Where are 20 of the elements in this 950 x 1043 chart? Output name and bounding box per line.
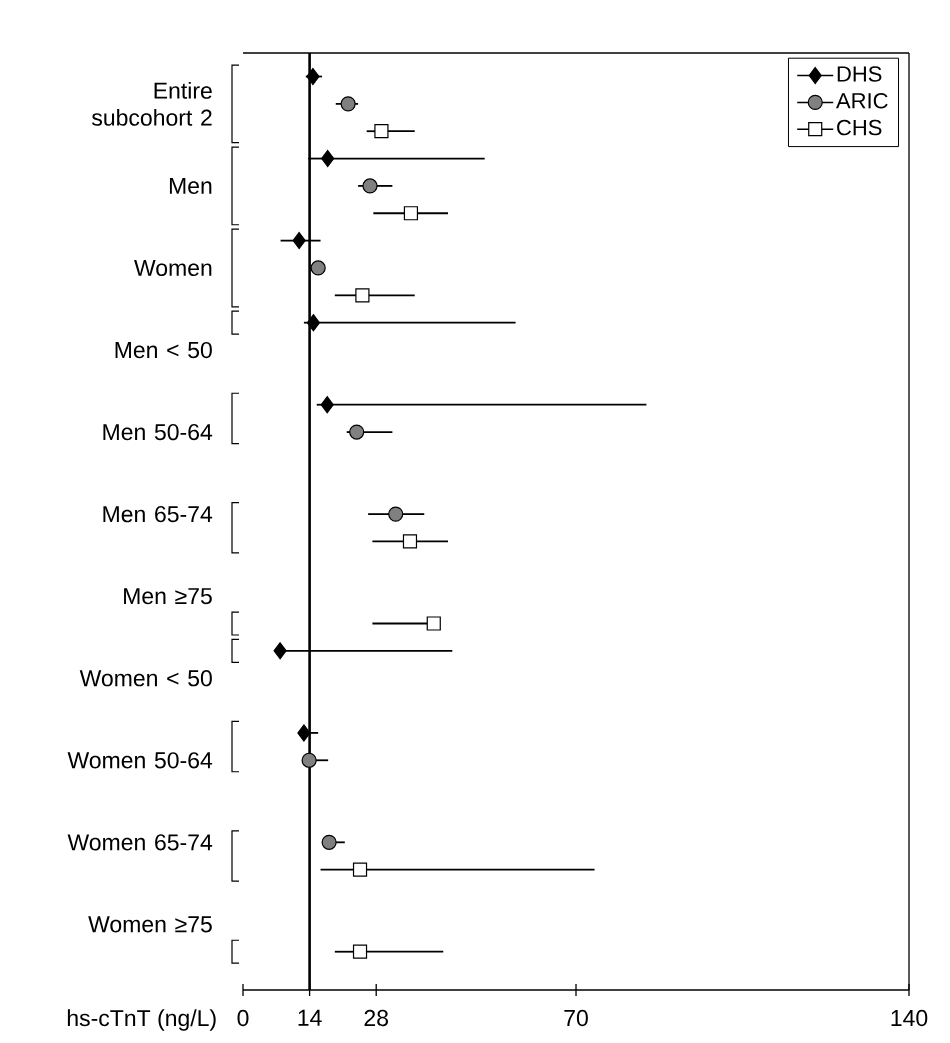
y-tick-label: Men (169, 177, 212, 194)
y-tick-label: Women 50-64 (67, 752, 213, 769)
x-tick-label: 14 (298, 1009, 322, 1026)
x-tick-label: 70 (564, 1009, 588, 1027)
legend-label: CHS (837, 119, 882, 136)
y-tick-label: Women 65-74 (67, 834, 213, 851)
y-tick-label: Women (134, 259, 212, 276)
x-tick-label: 28 (364, 1009, 388, 1027)
x-tick-label: 0 (237, 1009, 249, 1027)
y-tick-label: Men 65-74 (103, 505, 213, 523)
y-tick-label: Women ≥75 (88, 916, 212, 933)
x-tick-label: 140 (891, 1009, 928, 1027)
legend-label: ARIC (836, 92, 888, 109)
y-tick-label: Women < 50 (79, 670, 212, 687)
legend-label: DHS (837, 66, 882, 82)
y-tick-label: Men < 50 (115, 341, 212, 359)
x-axis-title: hs-cTnT (ng/L) (67, 1009, 216, 1031)
y-tick-label: Men ≥75 (124, 588, 212, 605)
y-tick-label: Men 50-64 (103, 423, 213, 441)
y-tick-label: Entire subcohort 2 (91, 81, 212, 126)
